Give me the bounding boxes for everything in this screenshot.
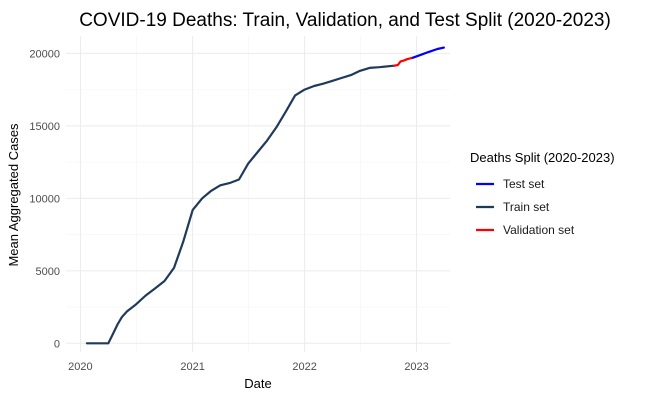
x-tick-label: 2023 bbox=[404, 361, 428, 373]
x-tick-label: 2021 bbox=[180, 361, 204, 373]
x-axis-title: Date bbox=[244, 376, 271, 391]
legend-label: Validation set bbox=[503, 223, 575, 237]
legend-label: Train set bbox=[503, 200, 550, 214]
x-axis-ticks: 2020 2021 2022 2023 bbox=[68, 361, 429, 373]
y-tick-label: 5000 bbox=[36, 266, 60, 278]
grid bbox=[66, 36, 450, 352]
y-tick-label: 15000 bbox=[29, 121, 60, 133]
y-axis-ticks: 0 5000 10000 15000 20000 bbox=[29, 48, 60, 350]
series-lines bbox=[85, 46, 445, 345]
legend-title: Deaths Split (2020-2023) bbox=[470, 150, 615, 165]
series-line-train-set bbox=[85, 64, 396, 345]
series-line-validation-set bbox=[393, 56, 414, 67]
legend: Deaths Split (2020-2023) Test set Train s… bbox=[470, 150, 615, 237]
series-line-test-set bbox=[411, 46, 445, 59]
legend-items: Test set Train set Validation set bbox=[476, 177, 575, 237]
y-tick-label: 0 bbox=[54, 338, 60, 350]
legend-label: Test set bbox=[503, 177, 545, 191]
x-tick-label: 2020 bbox=[68, 361, 92, 373]
x-tick-label: 2022 bbox=[292, 361, 316, 373]
y-axis-title: Mean Aggregated Cases bbox=[6, 123, 21, 267]
y-tick-label: 20000 bbox=[29, 48, 60, 60]
chart-title: COVID-19 Deaths: Train, Validation, and … bbox=[79, 10, 611, 31]
y-tick-label: 10000 bbox=[29, 193, 60, 205]
